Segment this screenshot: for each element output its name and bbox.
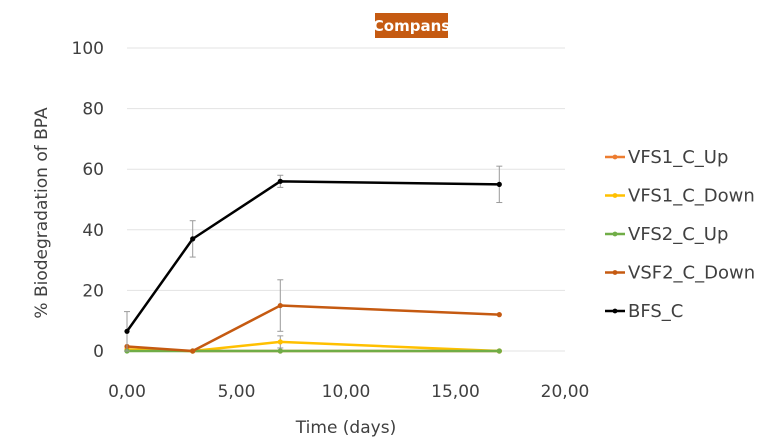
y-tick-label: 0 — [93, 342, 104, 362]
x-tick-label: 20,00 — [541, 382, 590, 402]
legend-label: VFS2_C_Up — [628, 224, 728, 245]
legend-item: VFS1_C_Up — [605, 147, 728, 168]
legend-marker — [612, 193, 618, 198]
data-point — [190, 236, 196, 242]
y-tick-label: 40 — [82, 221, 104, 241]
y-tick-label: 20 — [82, 281, 104, 301]
data-point — [496, 312, 502, 318]
legend-label: BFS_C — [628, 301, 683, 322]
y-tick-label: 60 — [82, 160, 104, 180]
x-axis-title: Time (days) — [295, 418, 396, 438]
data-point — [277, 339, 283, 345]
data-point — [496, 348, 502, 354]
x-tick-label: 15,00 — [431, 382, 480, 402]
y-axis-title: % Biodegradation of BPA — [32, 107, 52, 319]
data-point — [496, 181, 502, 187]
series-lines — [124, 165, 503, 354]
data-point — [277, 348, 283, 354]
legend-label: VFS1_C_Up — [628, 147, 728, 168]
series-BFS_C — [124, 165, 503, 352]
data-point — [124, 328, 130, 334]
series-VSF2_C_Down — [124, 279, 502, 354]
legend-item: BFS_C — [605, 301, 683, 322]
x-tick-label: 5,00 — [218, 382, 256, 402]
legend-marker — [612, 308, 618, 314]
x-tick-label: 0,00 — [108, 382, 146, 402]
chart-title-background — [375, 13, 448, 38]
legend-item: VSF2_C_Down — [605, 263, 755, 284]
legend-item: VFS2_C_Up — [605, 224, 728, 245]
y-tick-label: 80 — [82, 100, 104, 120]
x-tick-label: 10,00 — [322, 382, 371, 402]
chart-title-text: Compans — [373, 17, 450, 35]
data-point — [277, 178, 283, 184]
data-point — [277, 302, 283, 309]
legend-label: VFS1_C_Down — [628, 186, 755, 207]
legend: VFS1_C_Up VFS1_C_Down VFS2_C_Up VSF2_C_Down… — [605, 147, 755, 322]
legend-marker — [612, 270, 618, 275]
chart-title: Compans — [373, 13, 450, 38]
legend-item: VFS1_C_Down — [605, 186, 755, 207]
series-line — [126, 304, 500, 353]
legend-label: VSF2_C_Down — [628, 263, 755, 284]
data-point — [190, 348, 196, 354]
y-tick-label: 100 — [72, 39, 104, 59]
legend-marker — [612, 231, 618, 237]
series-line — [125, 180, 500, 333]
axes: 0 20 40 60 80 100 0,00 5,00 10,00 15,00 20,00 — [72, 39, 590, 402]
legend-marker — [612, 154, 618, 160]
